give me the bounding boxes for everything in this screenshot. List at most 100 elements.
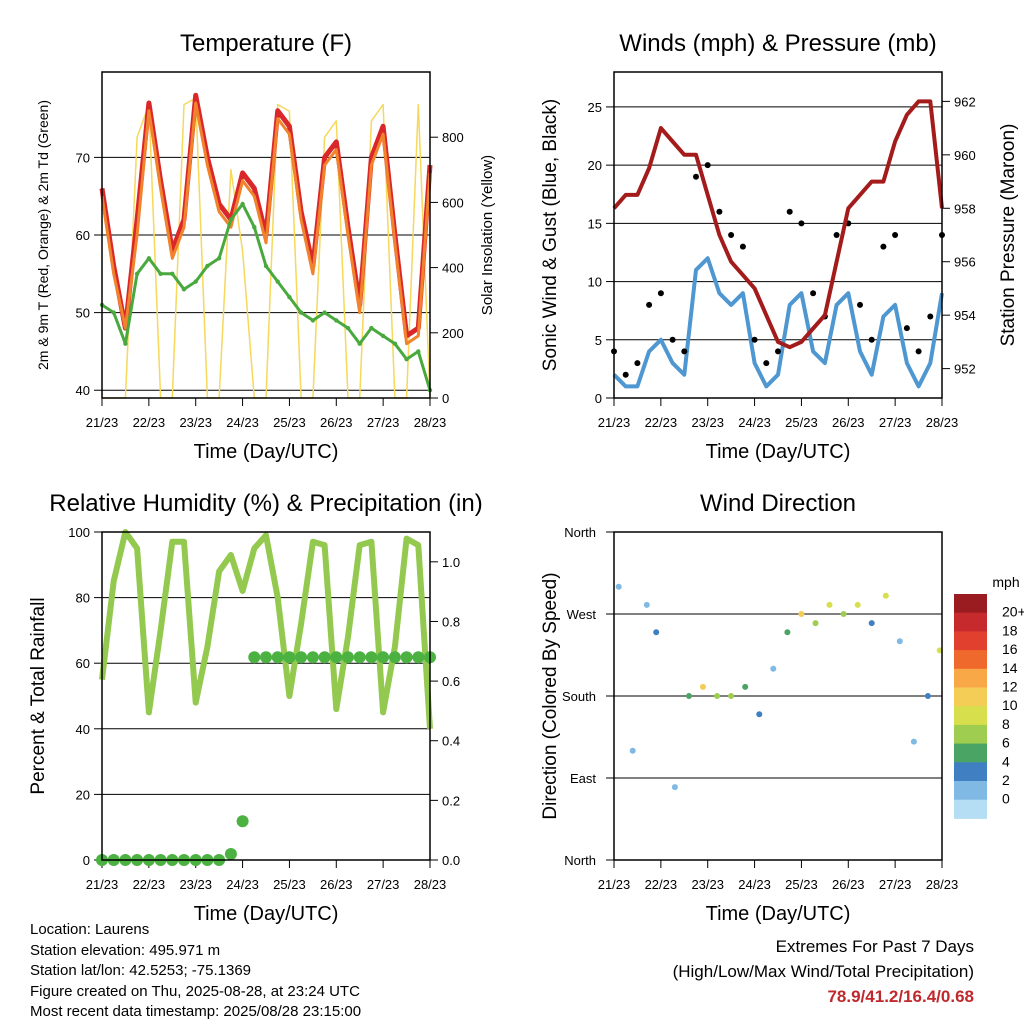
y-tick-label: 25 bbox=[588, 100, 602, 115]
data-point-2m-td bbox=[322, 310, 327, 315]
colorbar-swatch bbox=[954, 650, 987, 670]
y2-tick-label: 962 bbox=[954, 94, 976, 109]
x-tick-label: 25/23 bbox=[273, 415, 306, 430]
y-tick-label: 5 bbox=[595, 333, 602, 348]
data-point-precip bbox=[400, 651, 413, 664]
data-point-2m-td bbox=[158, 271, 163, 276]
data-point-2m-td bbox=[216, 256, 222, 261]
created-text: Figure created on Thu, 2025-08-28, at 23… bbox=[30, 982, 360, 1000]
y-tick-label: 20 bbox=[588, 158, 602, 173]
y2-tick-label: 0 bbox=[442, 391, 449, 406]
y2-tick-label: 1.0 bbox=[442, 555, 460, 570]
data-point-gust bbox=[775, 348, 781, 355]
data-point-gust bbox=[868, 336, 875, 343]
x-tick-label: 27/23 bbox=[367, 877, 400, 892]
colorbar-label: 16 bbox=[1002, 641, 1018, 657]
data-point-2m-td bbox=[369, 325, 374, 331]
colorbar-label: 4 bbox=[1002, 753, 1010, 769]
data-point-gust bbox=[657, 290, 664, 297]
y-tick-label: 100 bbox=[68, 525, 90, 540]
data-point-direction bbox=[798, 611, 805, 617]
recent-text: Most recent data timestamp: 2025/08/28 2… bbox=[30, 1003, 362, 1020]
x-tick-label: 27/23 bbox=[879, 415, 912, 430]
data-point-2m-td bbox=[111, 310, 116, 315]
y-tick-label: North bbox=[564, 853, 596, 868]
data-point-2m-td bbox=[193, 279, 198, 284]
data-point-precip bbox=[236, 815, 249, 828]
extremes-subtitle: (High/Low/Max Wind/Total Precipitation) bbox=[672, 962, 974, 981]
data-point-precip bbox=[353, 651, 366, 664]
data-point-precip bbox=[260, 651, 272, 664]
y2-axis-label: Station Pressure (Maroon) bbox=[998, 124, 1019, 347]
data-point-2m-td bbox=[404, 357, 409, 362]
data-point-precip bbox=[365, 651, 378, 664]
colorbar-label: 6 bbox=[1002, 735, 1010, 751]
data-point-gust bbox=[786, 208, 793, 215]
x-tick-label: 24/23 bbox=[226, 415, 259, 430]
plot-frame bbox=[101, 71, 431, 399]
data-point-direction bbox=[924, 693, 931, 699]
data-point-precip bbox=[248, 651, 261, 664]
data-point-direction bbox=[714, 693, 721, 699]
y-tick-label: West bbox=[567, 607, 597, 622]
data-point-direction bbox=[840, 611, 847, 617]
data-point-2m-td bbox=[252, 225, 257, 230]
data-point-gust bbox=[798, 220, 805, 227]
data-point-gust bbox=[739, 243, 746, 250]
data-point-2m-td bbox=[134, 271, 140, 276]
y-tick-label: 0 bbox=[595, 391, 602, 406]
data-point-2m-td bbox=[310, 318, 316, 323]
data-point-gust bbox=[681, 348, 688, 355]
y2-tick-label: 0.2 bbox=[442, 793, 460, 808]
y-tick-label: South bbox=[562, 689, 596, 704]
x-tick-label: 28/23 bbox=[926, 877, 959, 892]
y2-tick-label: 960 bbox=[954, 148, 976, 163]
extremes-title: Extremes For Past 7 Days bbox=[775, 937, 974, 956]
data-point-gust bbox=[693, 173, 699, 180]
data-point-2m-td bbox=[146, 256, 152, 261]
y-tick-label: 20 bbox=[76, 787, 90, 802]
plot-frame bbox=[613, 71, 943, 399]
data-point-precip bbox=[388, 651, 401, 664]
y2-tick-label: 954 bbox=[954, 308, 976, 323]
y2-tick-label: 0.6 bbox=[442, 674, 460, 689]
data-point-direction bbox=[826, 601, 833, 608]
data-point-gust bbox=[751, 336, 758, 343]
y-tick-label: 0 bbox=[83, 853, 90, 868]
data-point-direction bbox=[643, 601, 650, 608]
colorbar-label: 0 bbox=[1002, 791, 1010, 807]
data-point-direction bbox=[742, 683, 749, 690]
data-point-2m-td bbox=[392, 341, 398, 346]
data-point-precip bbox=[271, 651, 284, 664]
data-point-precip bbox=[224, 848, 237, 860]
plot-frame bbox=[613, 531, 943, 861]
colorbar-label: 18 bbox=[1002, 622, 1018, 638]
y-axis-label: 2m & 9m T (Red, Orange) & 2m Td (Green) bbox=[35, 100, 51, 370]
data-point-2m-td bbox=[123, 341, 128, 346]
data-point-2m-td bbox=[170, 271, 175, 276]
y-tick-label: 40 bbox=[76, 383, 90, 398]
data-point-gust bbox=[728, 232, 735, 238]
location-text: Location: Laurens bbox=[30, 921, 150, 938]
y2-tick-label: 0.0 bbox=[442, 853, 460, 868]
data-point-direction bbox=[812, 620, 819, 627]
x-tick-label: 23/23 bbox=[691, 877, 724, 892]
y-tick-label: 10 bbox=[588, 275, 602, 290]
data-point-precip bbox=[377, 651, 390, 664]
extremes-box: Extremes For Past 7 Days (High/Low/Max W… bbox=[673, 934, 974, 1009]
colorbar-title: mph bbox=[992, 574, 1019, 590]
data-point-2m-td bbox=[345, 325, 351, 331]
data-point-direction bbox=[936, 647, 943, 654]
x-tick-label: 28/23 bbox=[414, 877, 447, 892]
chart-title: Wind Direction bbox=[700, 490, 856, 517]
colorbar-swatch bbox=[954, 687, 987, 707]
y-axis-label: Direction (Colored By Speed) bbox=[540, 572, 561, 819]
y-tick-label: East bbox=[570, 771, 596, 786]
data-point-gust bbox=[669, 336, 676, 343]
data-point-2m-td bbox=[334, 318, 339, 323]
y2-tick-label: 0.8 bbox=[442, 614, 460, 629]
x-tick-label: 24/23 bbox=[738, 877, 771, 892]
x-tick-label: 28/23 bbox=[414, 415, 447, 430]
x-tick-label: 28/23 bbox=[926, 415, 959, 430]
data-point-2m-td bbox=[205, 263, 210, 269]
